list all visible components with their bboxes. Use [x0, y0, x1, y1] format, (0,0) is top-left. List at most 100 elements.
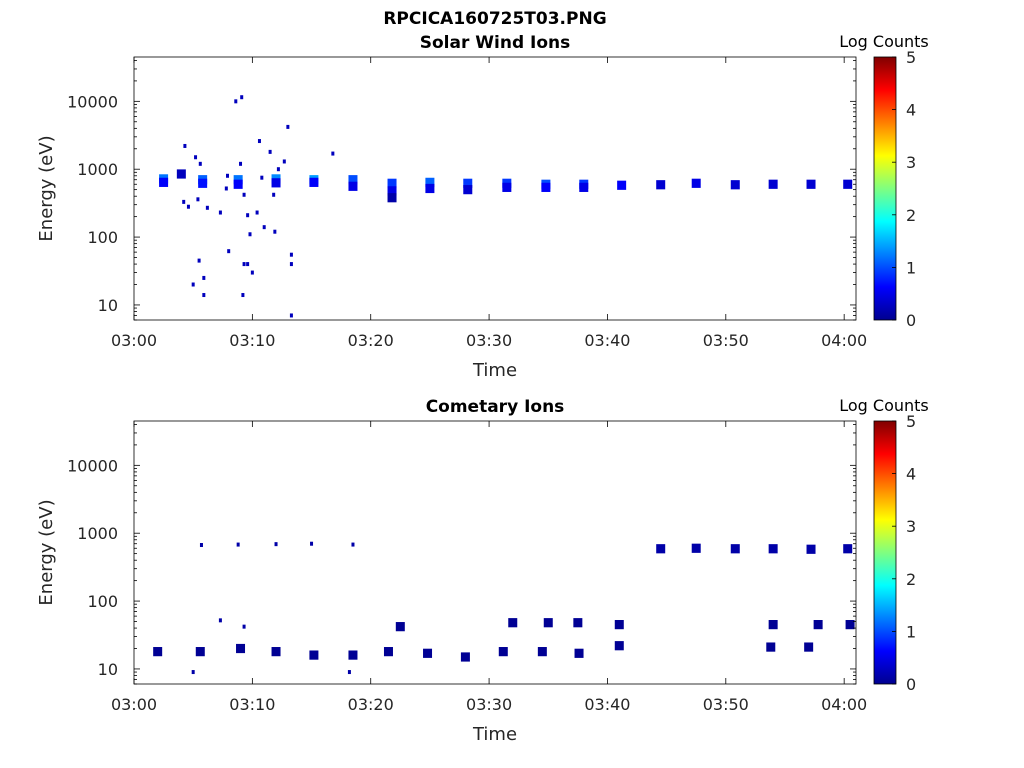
data-point — [196, 197, 200, 202]
data-cell — [804, 642, 814, 652]
x-tick-label: 03:00 — [111, 331, 157, 350]
data-point — [351, 542, 355, 547]
data-point — [250, 270, 254, 275]
data-cell — [463, 178, 473, 188]
data-cell — [537, 647, 547, 657]
data-point — [239, 161, 243, 166]
data-cell — [498, 647, 508, 657]
data-cell — [574, 648, 584, 658]
data-cell — [614, 641, 624, 651]
data-point — [182, 199, 186, 204]
data-point — [255, 210, 259, 215]
data-cell — [348, 181, 358, 191]
data-point — [234, 99, 238, 104]
data-point — [236, 542, 240, 547]
colorbar-tick-label: 0 — [906, 311, 916, 330]
data-point — [191, 282, 195, 287]
data-point — [274, 542, 278, 547]
data-cell — [813, 620, 823, 630]
data-cell — [425, 177, 435, 187]
x-axis-label: Time — [472, 724, 517, 745]
data-point — [224, 186, 228, 191]
data-cell — [425, 183, 435, 194]
x-tick-label: 03:50 — [703, 331, 749, 350]
colorbar-tick-label: 2 — [906, 206, 916, 225]
colorbar — [873, 56, 897, 321]
data-point — [186, 204, 190, 209]
data-point — [248, 232, 252, 237]
colorbar-tick-label: 4 — [906, 101, 916, 120]
data-cell — [159, 177, 169, 187]
x-tick-label: 03:30 — [466, 695, 512, 714]
data-point — [202, 275, 206, 280]
data-cell — [387, 178, 397, 188]
data-point — [198, 161, 202, 166]
y-tick-label: 100 — [87, 592, 118, 611]
x-tick-label: 03:20 — [348, 331, 394, 350]
data-cell — [198, 178, 208, 188]
colorbar-tick-label: 0 — [906, 675, 916, 694]
y-tick-label: 100 — [87, 228, 118, 247]
data-cell — [271, 647, 281, 657]
data-point — [257, 139, 261, 144]
data-cell — [730, 544, 740, 554]
data-cell — [309, 177, 319, 187]
x-tick-label: 04:00 — [821, 331, 867, 350]
data-point — [289, 252, 293, 257]
data-cell — [579, 182, 589, 192]
x-tick-label: 03:40 — [584, 695, 630, 714]
data-cell — [387, 193, 397, 203]
data-cell — [395, 622, 405, 632]
data-cell — [768, 544, 778, 554]
data-point — [246, 262, 250, 267]
data-point — [310, 541, 314, 546]
colorbar-tick-label: 5 — [906, 412, 916, 431]
data-point — [242, 624, 246, 629]
figure-title: RPCICA160725T03.PNG — [383, 9, 606, 29]
y-axis-label: Energy (eV) — [36, 499, 57, 605]
data-point — [199, 543, 203, 548]
data-cell — [541, 182, 551, 192]
data-cell — [543, 618, 553, 628]
data-cell — [656, 180, 666, 190]
x-tick-label: 03:10 — [229, 331, 275, 350]
y-axis-label: Energy (eV) — [36, 135, 57, 241]
data-point — [226, 173, 230, 178]
data-cell — [843, 544, 853, 554]
data-cell — [236, 643, 246, 654]
y-tick-label: 1000 — [77, 524, 118, 543]
colorbar-tick-label: 1 — [906, 258, 916, 277]
y-tick-label: 10 — [98, 660, 118, 679]
plot-frame — [133, 56, 857, 321]
panel-title: Solar Wind Ions — [420, 33, 571, 53]
data-point — [286, 124, 290, 129]
data-cell — [614, 620, 624, 630]
colorbar-tick-label: 4 — [906, 465, 916, 484]
data-point — [347, 670, 351, 675]
data-point — [241, 293, 245, 298]
data-point — [262, 225, 266, 230]
data-cell — [806, 179, 816, 189]
data-cell — [806, 544, 816, 554]
data-cell — [766, 642, 776, 652]
data-point — [218, 618, 222, 623]
data-point — [202, 293, 206, 298]
solar-wind-panel: Solar Wind Ions 03:00 03:10 03:20 03:30 03:40… — [36, 32, 929, 381]
x-tick-label: 03:00 — [111, 695, 157, 714]
data-cell — [508, 618, 518, 628]
colorbar-tick-label: 5 — [906, 48, 916, 67]
data-cell — [768, 620, 778, 630]
x-tick-label: 04:00 — [821, 695, 867, 714]
data-cell — [463, 185, 473, 195]
data-cell — [691, 178, 701, 188]
data-point — [194, 155, 198, 160]
y-tick-label: 1000 — [77, 160, 118, 179]
plot-frame — [133, 420, 857, 685]
data-cell — [845, 620, 855, 630]
data-cell — [460, 652, 470, 662]
data-cell — [768, 179, 778, 189]
data-cell — [195, 647, 205, 657]
data-point — [289, 313, 293, 318]
data-point — [197, 258, 201, 263]
x-tick-label: 03:10 — [229, 695, 275, 714]
